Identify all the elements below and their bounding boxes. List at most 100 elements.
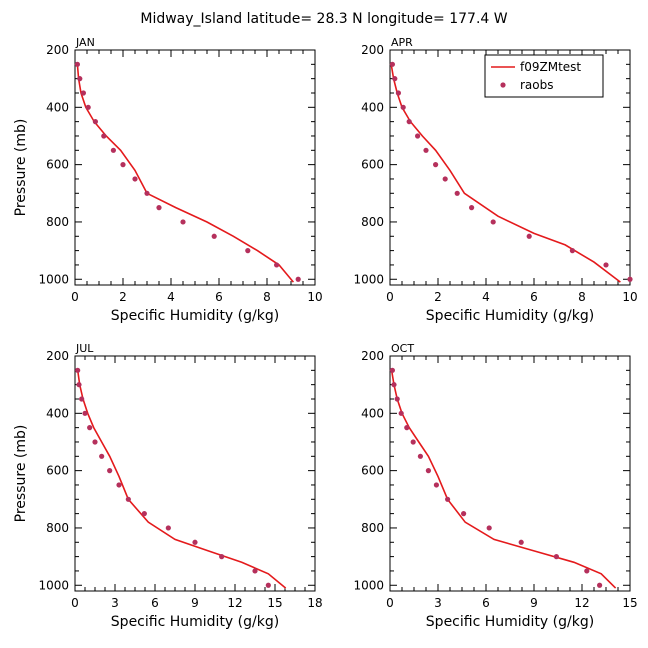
y-tick-label: 1000 xyxy=(38,272,69,286)
raobs-point xyxy=(165,525,171,531)
x-axis-label: Specific Humidity (g/kg) xyxy=(111,614,279,630)
raobs-point xyxy=(442,176,448,182)
panel-title: OCT xyxy=(391,342,414,355)
panel-oct: 0 3 6 9 12 15 200 400 600 800 1000 OCT Specific Humi… xyxy=(353,342,637,630)
x-tick-label: 0 xyxy=(71,290,79,304)
raobs-point xyxy=(180,219,186,225)
raobs-point xyxy=(423,147,429,153)
y-axis-label: Pressure (mb) xyxy=(13,119,29,217)
y-tick-label: 200 xyxy=(361,43,384,57)
raobs-point xyxy=(75,367,81,373)
raobs-point xyxy=(398,410,404,416)
panel-title: APR xyxy=(391,36,413,49)
x-axis-label: Specific Humidity (g/kg) xyxy=(111,308,279,324)
x-tick-label: 8 xyxy=(263,290,271,304)
series-line-f09zmtest xyxy=(76,64,295,283)
raobs-point xyxy=(569,248,576,254)
y-tick-label: 1000 xyxy=(38,578,69,592)
raobs-point xyxy=(603,262,609,268)
raobs-point xyxy=(469,205,475,211)
raobs-point xyxy=(445,496,451,502)
raobs-point xyxy=(433,162,439,168)
y-tick-label: 800 xyxy=(361,521,384,535)
raobs-point xyxy=(211,233,217,239)
legend-label-obs: raobs xyxy=(520,78,554,92)
y-tick-label: 600 xyxy=(361,158,384,172)
raobs-point xyxy=(417,453,423,459)
raobs-point xyxy=(400,104,406,110)
series-line-f09zmtest xyxy=(76,370,287,589)
y-axis-label: Pressure (mb) xyxy=(13,425,29,523)
raobs-point xyxy=(461,511,467,517)
raobs-point xyxy=(156,205,162,211)
raobs-point xyxy=(192,539,198,545)
x-tick-label: 9 xyxy=(191,596,199,610)
raobs-point xyxy=(392,76,398,82)
y-tick-label: 400 xyxy=(361,406,384,420)
legend-box xyxy=(484,54,604,98)
raobs-point xyxy=(92,119,98,125)
panel-jul: 0 3 6 9 12 15 18 200 400 600 800 1000 JUL Specific Hu… xyxy=(13,342,323,630)
raobs-point xyxy=(110,147,116,153)
raobs-point xyxy=(125,496,131,502)
raobs-point xyxy=(252,568,258,574)
y-tick-label: 200 xyxy=(361,349,384,363)
raobs-point xyxy=(584,568,590,574)
x-tick-label: 4 xyxy=(167,290,175,304)
legend-marker-swatch xyxy=(500,82,506,88)
raobs-point xyxy=(74,61,80,67)
raobs-point xyxy=(85,104,91,110)
raobs-point xyxy=(132,176,138,182)
raobs-point xyxy=(219,554,225,560)
raobs-point xyxy=(433,482,439,488)
x-tick-label: 4 xyxy=(482,290,490,304)
raobs-point xyxy=(107,468,113,474)
raobs-point xyxy=(553,554,560,560)
x-tick-label: 6 xyxy=(530,290,538,304)
x-tick-label: 2 xyxy=(119,290,127,304)
plot-frame xyxy=(389,355,631,592)
y-tick-label: 600 xyxy=(46,158,69,172)
x-tick-label: 15 xyxy=(622,596,637,610)
raobs-point xyxy=(410,439,416,445)
raobs-point xyxy=(490,219,496,225)
legend: f09ZMtest raobs xyxy=(484,54,604,98)
raobs-point xyxy=(77,76,83,82)
x-tick-label: 2 xyxy=(434,290,442,304)
y-tick-label: 200 xyxy=(46,349,69,363)
raobs-point xyxy=(518,539,524,545)
figure-title: Midway_Island latitude= 28.3 N longitude… xyxy=(140,11,507,27)
x-tick-label: 0 xyxy=(386,290,394,304)
raobs-point xyxy=(141,511,147,517)
raobs-point xyxy=(395,90,401,96)
raobs-point xyxy=(265,582,271,588)
panel-title: JUL xyxy=(75,342,94,355)
raobs-point xyxy=(406,119,412,125)
raobs-point xyxy=(101,133,107,139)
raobs-point xyxy=(274,262,280,268)
y-tick-label: 800 xyxy=(361,215,384,229)
x-tick-label: 0 xyxy=(386,596,394,610)
y-tick-label: 400 xyxy=(46,406,69,420)
raobs-point xyxy=(295,276,301,282)
series-line-f09zmtest xyxy=(390,370,617,589)
y-tick-label: 800 xyxy=(46,521,69,535)
x-tick-label: 6 xyxy=(151,596,159,610)
panel-title: JAN xyxy=(75,36,95,49)
y-tick-label: 800 xyxy=(46,215,69,229)
y-tick-label: 600 xyxy=(361,464,384,478)
raobs-point xyxy=(82,410,88,416)
raobs-point xyxy=(245,248,251,254)
raobs-point xyxy=(425,468,431,474)
x-tick-label: 10 xyxy=(622,290,637,304)
x-tick-label: 18 xyxy=(307,596,322,610)
raobs-point xyxy=(116,482,122,488)
x-tick-label: 6 xyxy=(215,290,223,304)
x-tick-label: 9 xyxy=(530,596,538,610)
panel-apr: 0 2 4 6 8 10 200 400 600 800 1000 APR Specific Humid… xyxy=(353,36,637,324)
raobs-point xyxy=(394,396,400,402)
x-tick-label: 0 xyxy=(71,596,79,610)
x-tick-label: 12 xyxy=(227,596,242,610)
